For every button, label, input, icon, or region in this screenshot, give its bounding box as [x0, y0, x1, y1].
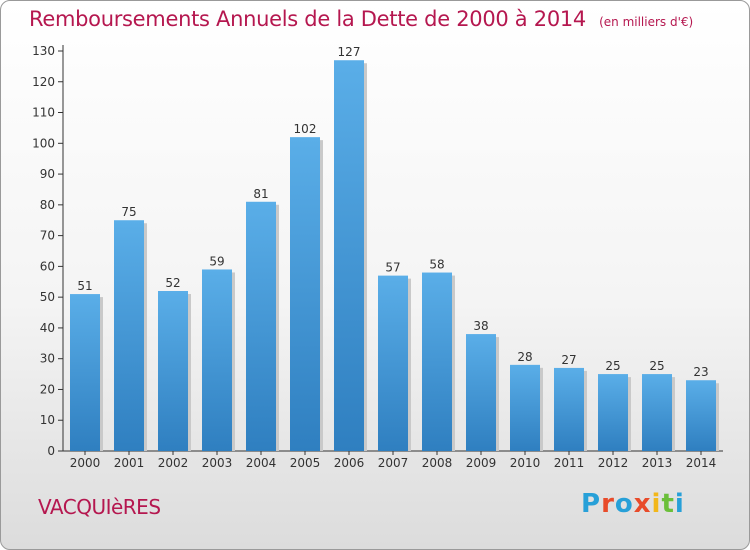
- bar-value-label: 25: [649, 359, 664, 373]
- x-tick-label: 2005: [290, 456, 321, 470]
- logo-letter: P: [581, 489, 602, 519]
- x-tick-label: 2001: [114, 456, 145, 470]
- x-tick-label: 2014: [686, 456, 717, 470]
- bar: [598, 374, 628, 451]
- chart-data-labels: 51 75 52 59 81 102 127 57 58 38 28 27 25 25 23: [77, 45, 708, 379]
- logo-letter: x: [633, 489, 652, 519]
- y-tick-label: 0: [47, 444, 55, 458]
- commune-name: VACQUIèRES: [38, 495, 161, 519]
- x-tick-label: 2008: [422, 456, 453, 470]
- x-tick-label: 2006: [334, 456, 365, 470]
- bar: [378, 275, 408, 451]
- bar-value-label: 102: [294, 122, 317, 136]
- y-tick-label: 70: [40, 229, 55, 243]
- chart-title: Remboursements Annuels de la Dette de 20…: [29, 7, 586, 31]
- y-tick-label: 90: [40, 167, 55, 181]
- x-tick-label: 2004: [246, 456, 277, 470]
- bar: [466, 334, 496, 451]
- y-tick-label: 30: [40, 352, 55, 366]
- bar: [246, 201, 276, 451]
- bar-value-label: 52: [165, 276, 180, 290]
- y-tick-label: 80: [40, 198, 55, 212]
- x-tick-label: 2012: [598, 456, 629, 470]
- y-tick-label: 110: [32, 106, 55, 120]
- bar-value-label: 51: [77, 279, 92, 293]
- bar-value-label: 59: [209, 254, 224, 268]
- logo-letter: t: [661, 489, 675, 519]
- x-tick-label: 2003: [202, 456, 233, 470]
- chart-title-row: Remboursements Annuels de la Dette de 20…: [29, 7, 693, 31]
- bar-value-label: 81: [253, 187, 268, 201]
- bar: [422, 272, 452, 451]
- bar: [554, 367, 584, 451]
- proxiti-logo[interactable]: Proxiti: [581, 489, 685, 519]
- y-tick-label: 50: [40, 290, 55, 304]
- bar-value-label: 57: [385, 261, 400, 275]
- y-tick-label: 130: [32, 44, 55, 58]
- bar: [642, 374, 672, 451]
- bar: [686, 380, 716, 451]
- bar: [510, 364, 540, 451]
- y-tick-label: 10: [40, 413, 55, 427]
- bar-value-label: 127: [338, 45, 361, 59]
- logo-letter: r: [601, 489, 615, 519]
- x-tick-label: 2000: [70, 456, 101, 470]
- bar: [70, 294, 100, 451]
- y-tick-label: 120: [32, 75, 55, 89]
- chart-unit: (en milliers d'€): [599, 15, 694, 29]
- logo-letter: i: [674, 489, 685, 519]
- x-tick-label: 2009: [466, 456, 497, 470]
- x-tick-label: 2010: [510, 456, 541, 470]
- bar-value-label: 27: [561, 353, 576, 367]
- y-tick-label: 100: [32, 136, 55, 150]
- bar: [202, 269, 232, 451]
- x-tick-label: 2002: [158, 456, 189, 470]
- bar: [158, 291, 188, 451]
- bar-value-label: 38: [473, 319, 488, 333]
- bar: [334, 60, 364, 451]
- bar-value-label: 23: [693, 365, 708, 379]
- logo-letter: o: [614, 489, 634, 519]
- bar-value-label: 75: [121, 205, 136, 219]
- y-tick-label: 20: [40, 382, 55, 396]
- bar-value-label: 58: [429, 258, 444, 272]
- bar-value-label: 25: [605, 359, 620, 373]
- logo-letter: i: [651, 489, 662, 519]
- chart-y-tick-labels: 0 10 20 30 40 50 60 70 80 90 100 110 120 130: [32, 44, 55, 458]
- x-tick-label: 2013: [642, 456, 673, 470]
- bar: [290, 137, 320, 451]
- bar: [114, 220, 144, 451]
- x-tick-label: 2011: [554, 456, 585, 470]
- chart-x-tick-labels: 2000 2001 2002 2003 2004 2005 2006 2007 2008 2009…: [70, 456, 717, 470]
- x-tick-label: 2007: [378, 456, 409, 470]
- y-tick-label: 40: [40, 321, 55, 335]
- chart-bars: [70, 60, 719, 451]
- y-tick-label: 60: [40, 259, 55, 273]
- bar-value-label: 28: [517, 350, 532, 364]
